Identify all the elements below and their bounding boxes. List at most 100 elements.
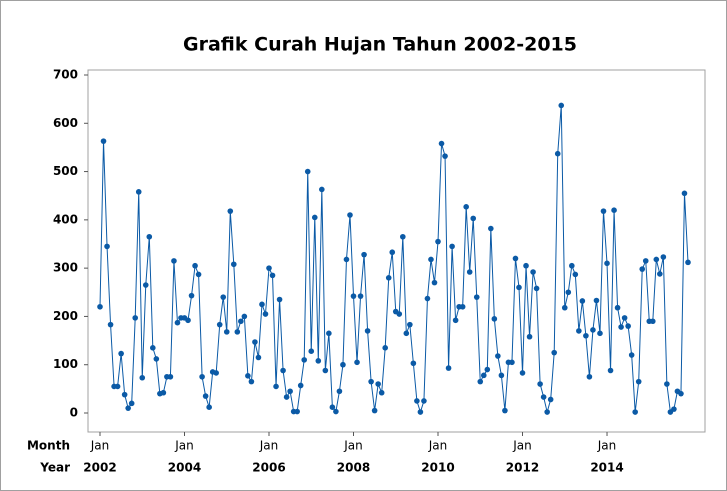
point (174, 319, 181, 326)
point (153, 356, 160, 362)
x-tick-month: Jan (512, 439, 532, 453)
y-tick-label: 600 (53, 116, 78, 130)
point (590, 327, 596, 333)
point (530, 269, 536, 275)
point (322, 367, 329, 374)
point (132, 315, 139, 321)
point (216, 321, 223, 328)
point (421, 398, 427, 404)
point (561, 304, 568, 311)
point (512, 255, 519, 262)
point (255, 354, 262, 361)
point (171, 258, 177, 264)
point (308, 348, 315, 354)
point (192, 262, 198, 269)
y-tick-label: 300 (53, 261, 78, 275)
y-tick-label: 500 (53, 164, 78, 178)
point (259, 301, 265, 308)
point (583, 332, 589, 339)
point (621, 315, 628, 321)
point (396, 311, 403, 317)
point (431, 279, 438, 286)
point (657, 271, 663, 277)
point (326, 330, 332, 337)
plot-frame (87, 69, 706, 433)
point (230, 261, 237, 268)
point (611, 207, 617, 213)
point (498, 372, 505, 379)
point (220, 294, 227, 300)
point (354, 359, 360, 366)
point (495, 353, 501, 359)
point (435, 238, 441, 245)
point (681, 190, 688, 197)
point (586, 373, 593, 380)
point (477, 378, 484, 385)
point (167, 373, 174, 380)
point (125, 405, 131, 411)
point (554, 150, 561, 157)
point (614, 304, 621, 311)
point (185, 317, 191, 324)
point (311, 214, 318, 221)
point (618, 324, 624, 330)
point (625, 323, 631, 329)
x-tick-month: Jan (343, 439, 363, 453)
point (558, 102, 565, 109)
y-tick-label: 700 (53, 68, 78, 82)
point (315, 358, 322, 364)
point (245, 373, 251, 379)
point (269, 272, 276, 279)
point (364, 328, 371, 334)
point (428, 256, 434, 263)
point (294, 408, 300, 415)
x-tick-month: Jan (259, 439, 279, 453)
point (262, 311, 269, 317)
y-tick-label: 100 (53, 357, 78, 371)
point (519, 370, 526, 376)
x-tick-year: 2012 (506, 461, 539, 475)
x-tick-year: 2010 (421, 461, 454, 475)
point (459, 303, 466, 310)
point (417, 409, 424, 415)
point (660, 254, 667, 260)
point (128, 400, 135, 407)
chart-title: Grafik Curah Hujan Tahun 2002-2015 (183, 34, 577, 56)
point (248, 378, 255, 385)
point (632, 409, 638, 415)
point (639, 266, 646, 272)
point (361, 251, 367, 258)
point (121, 391, 128, 398)
y-tick-label: 0 (70, 406, 78, 420)
point (410, 360, 417, 367)
x-tick-month: Jan (428, 439, 448, 453)
point (470, 215, 477, 222)
point (572, 271, 579, 278)
point (135, 189, 142, 195)
point (628, 352, 635, 358)
point (516, 284, 522, 291)
point (347, 212, 353, 218)
point (604, 260, 610, 267)
point (488, 225, 494, 232)
point (473, 294, 480, 300)
point (202, 393, 209, 399)
point (407, 321, 413, 328)
point (480, 372, 487, 379)
point (635, 378, 642, 385)
x-tick-year: 2006 (252, 461, 285, 475)
point (238, 318, 244, 325)
point (371, 407, 378, 414)
point (104, 243, 110, 250)
point (206, 404, 212, 411)
point (118, 350, 124, 357)
point (671, 406, 677, 412)
point (252, 339, 258, 345)
point (234, 329, 241, 335)
point (442, 153, 448, 159)
point (287, 388, 293, 395)
point (664, 381, 670, 387)
point (533, 285, 540, 292)
point (565, 289, 572, 296)
